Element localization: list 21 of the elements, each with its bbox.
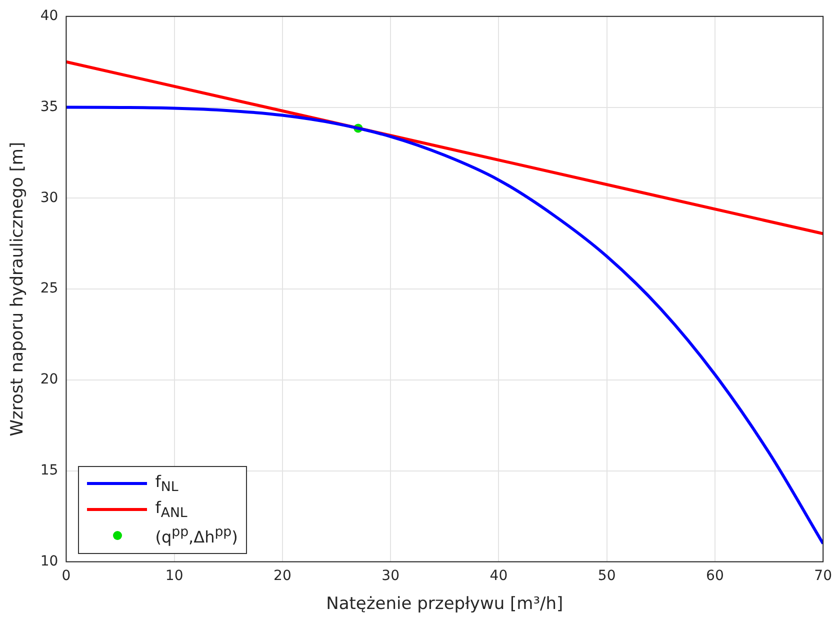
legend-label: f$_{NL}$ [155,472,178,496]
y-tick-label: 15 [40,462,58,479]
y-tick-label: 10 [40,553,58,570]
line-series [66,106,824,546]
x-tick-label: 60 [706,568,724,584]
y-tick-label: 30 [40,190,58,206]
x-tick-label: 50 [598,568,616,584]
y-tick-label: 40 [40,8,58,24]
x-tick-label: 30 [382,568,400,584]
legend-label: (q$^{pp}$,Δh$^{pp}$) [155,525,238,546]
y-tick-label: 25 [40,280,58,297]
x-tick-label: 70 [814,568,832,584]
y-tick-label: 20 [40,372,58,388]
x-tick-label: 40 [490,568,508,584]
y-tick-label: 35 [40,98,58,115]
x-tick-label: 20 [274,568,292,584]
legend-label: f$_{ANL}$ [155,498,188,522]
x-tick-label: 0 [62,568,71,584]
y-axis-title: Wzrost naporu hydraulicznego [m] [8,142,28,436]
x-axis-title: Natężenie przepływu [m³/h] [326,594,564,614]
x-tick-label: 10 [165,568,184,584]
